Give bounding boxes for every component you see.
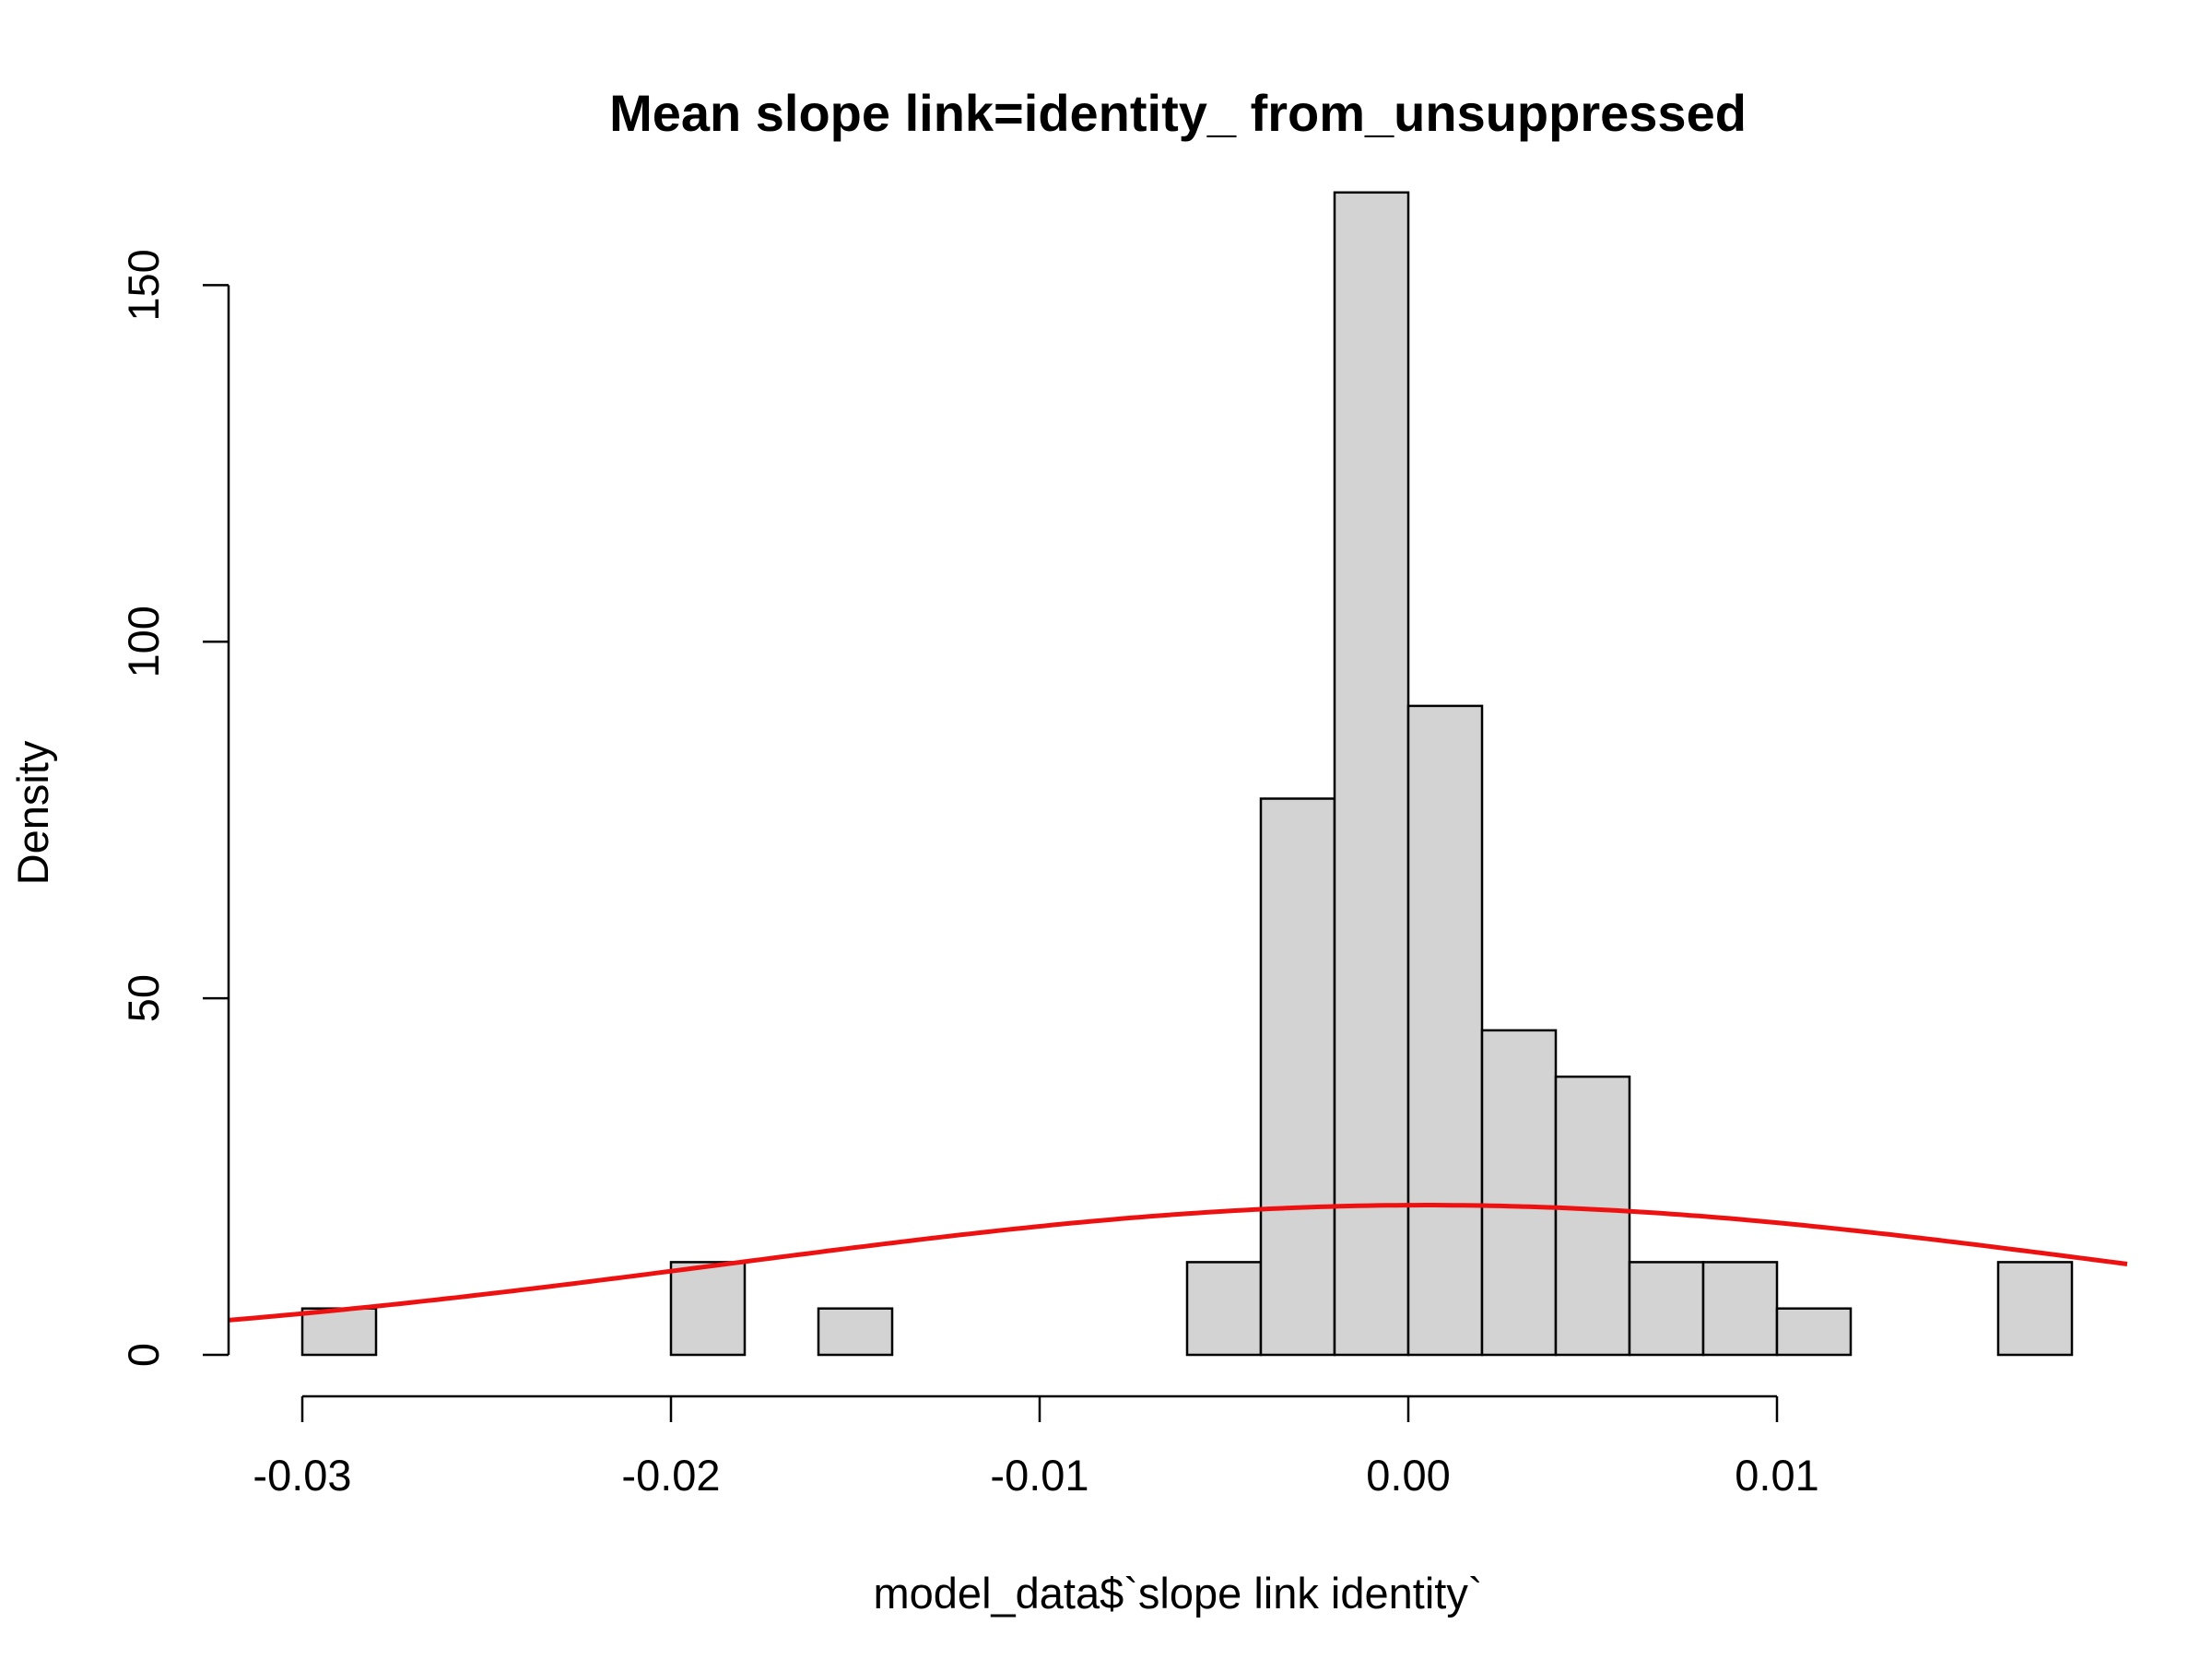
x-tick-label: 0.00 bbox=[1366, 1451, 1450, 1500]
histogram-bar bbox=[1996, 1261, 2074, 1357]
histogram-bar bbox=[1480, 1029, 1558, 1357]
histogram-bar bbox=[817, 1307, 894, 1357]
x-axis-title: model_data$`slope link identity` bbox=[874, 1569, 1483, 1618]
y-axis: 0 50 100 150 bbox=[119, 249, 230, 1367]
y-tick-label: 100 bbox=[119, 606, 168, 677]
x-tick-label: -0.02 bbox=[621, 1451, 720, 1500]
histogram-bar bbox=[1259, 797, 1336, 1357]
x-tick-label: -0.03 bbox=[253, 1451, 351, 1500]
x-tick-label: -0.01 bbox=[990, 1451, 1088, 1500]
histogram-bar bbox=[1775, 1307, 1853, 1357]
histogram-bar bbox=[1406, 704, 1484, 1357]
histogram-bar bbox=[1185, 1261, 1263, 1357]
histogram-bar bbox=[1701, 1261, 1779, 1357]
y-tick-label: 50 bbox=[119, 974, 168, 1022]
chart-title: Mean slope link=identity_ from_unsuppres… bbox=[609, 84, 1747, 142]
histogram-bar bbox=[1628, 1261, 1705, 1357]
bars-group bbox=[300, 191, 2074, 1357]
y-tick-label: 150 bbox=[119, 249, 168, 321]
histogram-bar bbox=[1333, 191, 1410, 1357]
histogram-bar bbox=[1554, 1075, 1631, 1357]
x-axis: -0.03 -0.02 -0.01 0.00 0.01 bbox=[253, 1394, 1819, 1500]
histogram-bar bbox=[669, 1261, 747, 1357]
y-tick-label: 0 bbox=[119, 1343, 168, 1367]
x-tick-label: 0.01 bbox=[1735, 1451, 1818, 1500]
density-curve bbox=[228, 1203, 2128, 1323]
histogram-bar bbox=[300, 1307, 378, 1357]
y-axis-title: Density bbox=[8, 740, 57, 885]
